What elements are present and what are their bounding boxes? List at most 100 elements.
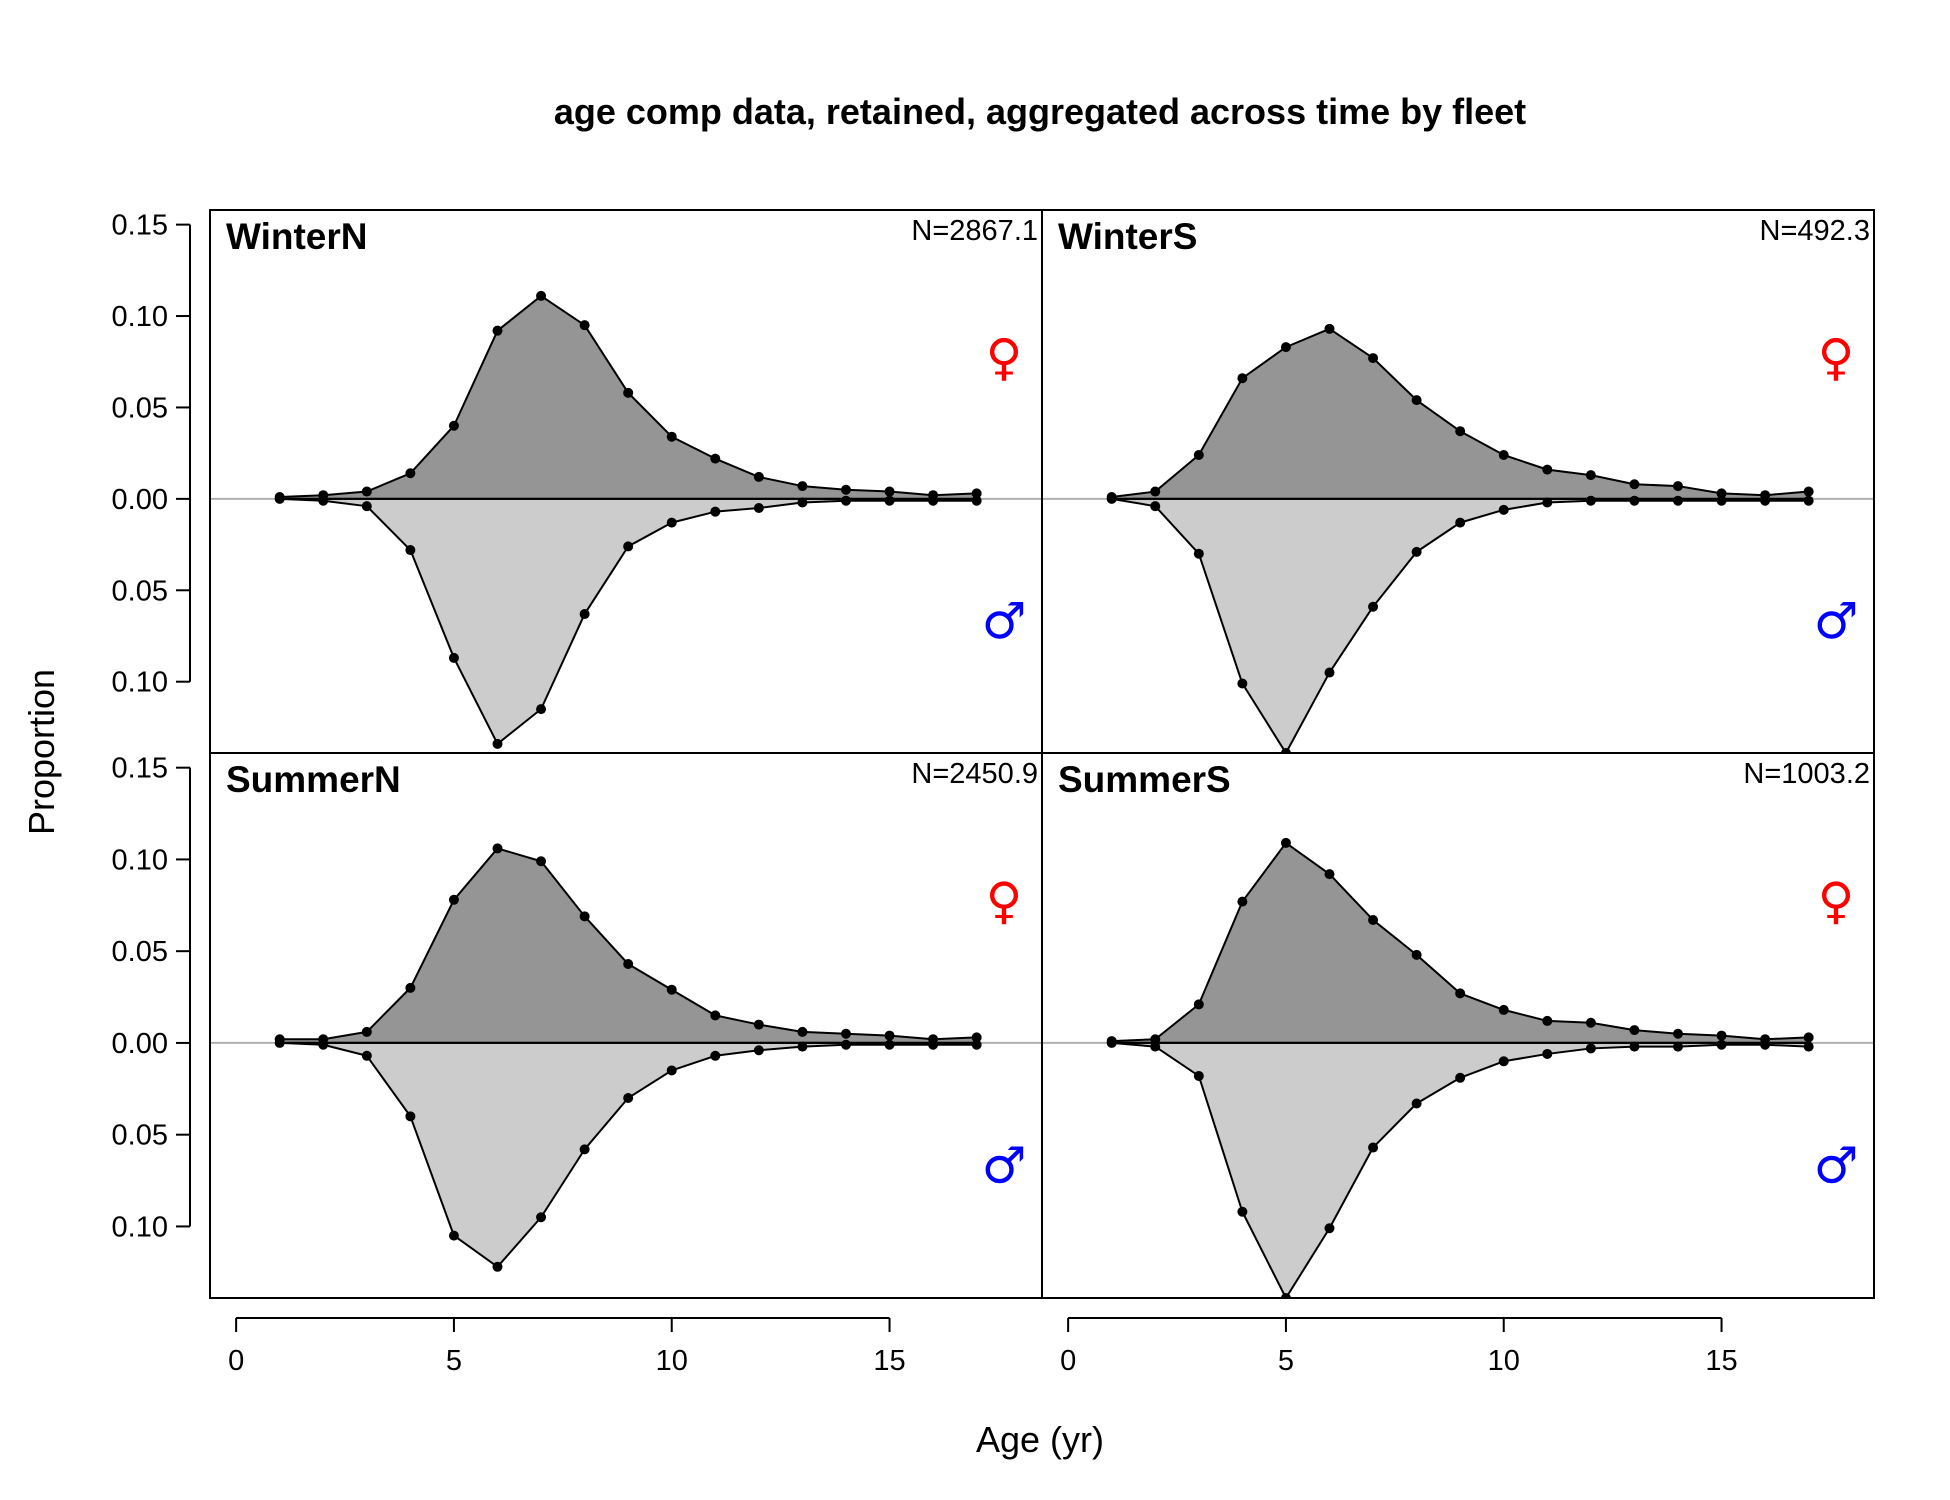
y-tick-label: 0.15 (112, 210, 168, 242)
male-point-age-3 (1193, 548, 1204, 559)
male-point-age-15 (1716, 1039, 1727, 1050)
female-point-age-11 (1542, 464, 1553, 475)
female-symbol: ♀ (986, 329, 1023, 387)
female-point-age-7 (536, 856, 547, 867)
male-symbol: ♂ (1814, 592, 1859, 650)
panel-SummerS: ♀ ♂ SummerS N=1003.2 (1041, 752, 1875, 1299)
y-tick-label: 0.00 (112, 484, 168, 516)
male-point-age-15 (884, 495, 895, 506)
male-point-age-2 (318, 1039, 329, 1050)
panel-title: SummerN (226, 759, 401, 800)
male-point-age-6 (492, 1261, 503, 1272)
male-symbol: ♂ (982, 1136, 1027, 1194)
female-point-age-15 (1716, 488, 1727, 499)
male-point-age-4 (405, 1111, 416, 1122)
panel-WinterN: ♀ ♂ WinterN N=2867.1 (209, 209, 1043, 754)
female-point-age-10 (1498, 1004, 1509, 1015)
female-point-age-14 (1672, 1028, 1683, 1039)
female-point-age-8 (579, 911, 590, 922)
y-tick-label: 0.10 (112, 667, 168, 699)
female-point-age-3 (361, 486, 372, 497)
male-point-age-4 (1237, 1206, 1248, 1217)
panel-title: SummerS (1058, 759, 1231, 800)
male-area (278, 497, 978, 745)
male-point-age-10 (1498, 1056, 1509, 1067)
x-tick-label: 0 (1060, 1345, 1076, 1377)
female-point-age-6 (1324, 869, 1335, 880)
female-point-age-12 (1585, 470, 1596, 481)
x-tick-label: 15 (873, 1345, 905, 1377)
panels-layer: ♀ ♂ WinterN N=2867.1 ♀ ♂ WinterS N=492.3 ♀ ♂ Summe… (209, 209, 1875, 1299)
male-point-age-3 (1193, 1070, 1204, 1081)
female-area (1110, 327, 1810, 500)
sample-size-label: N=1003.2 (1743, 758, 1870, 790)
female-point-age-10 (666, 984, 677, 995)
male-point-age-17 (1803, 1041, 1814, 1052)
female-point-age-7 (1368, 353, 1379, 364)
male-point-age-5 (1280, 1293, 1291, 1298)
sample-size-label: N=492.3 (1760, 215, 1870, 247)
x-tick-label: 15 (1705, 1345, 1737, 1377)
male-point-age-6 (1324, 1223, 1335, 1234)
male-point-age-9 (623, 1092, 634, 1103)
y-axis-row-2: 0.15 0.10 0.05 0.00 0.05 0.10 (112, 753, 191, 1243)
female-point-age-2 (1150, 1034, 1161, 1045)
male-point-age-11 (1542, 497, 1553, 508)
female-point-age-5 (1280, 837, 1291, 848)
female-point-age-9 (623, 387, 634, 398)
female-point-age-17 (971, 1032, 982, 1043)
male-point-age-11 (1542, 1048, 1553, 1059)
male-area (1110, 497, 1810, 753)
female-point-age-4 (405, 982, 416, 993)
male-point-age-10 (666, 517, 677, 528)
female-point-age-12 (753, 1019, 764, 1030)
male-point-age-10 (1498, 504, 1509, 515)
axes-layer: 0.15 0.10 0.05 0.00 0.05 0.10 0.15 0.10 0.05 0.00… (112, 210, 1738, 1377)
x-tick-label: 10 (1488, 1345, 1520, 1377)
female-point-age-14 (840, 1028, 851, 1039)
male-point-age-9 (623, 541, 634, 552)
female-point-age-8 (579, 320, 590, 331)
male-point-age-4 (405, 545, 416, 556)
female-point-age-17 (971, 488, 982, 499)
y-tick-label: 0.10 (112, 1211, 168, 1243)
female-point-age-15 (1716, 1030, 1727, 1041)
male-point-age-16 (928, 495, 939, 506)
male-point-age-8 (579, 609, 590, 620)
female-point-age-17 (1803, 486, 1814, 497)
female-point-age-11 (710, 1010, 721, 1021)
female-point-age-15 (884, 486, 895, 497)
y-tick-label: 0.00 (112, 1028, 168, 1060)
y-tick-label: 0.10 (112, 844, 168, 876)
female-point-age-3 (361, 1026, 372, 1037)
female-area (1110, 841, 1810, 1044)
panel-frame (1041, 752, 1875, 1299)
male-point-age-14 (840, 495, 851, 506)
female-point-age-6 (1324, 323, 1335, 334)
chart-title: age comp data, retained, aggregated acro… (554, 91, 1526, 132)
male-point-age-17 (971, 495, 982, 506)
male-point-age-12 (753, 503, 764, 514)
panel-WinterS: ♀ ♂ WinterS N=492.3 (1041, 209, 1875, 754)
male-point-age-11 (710, 1050, 721, 1061)
male-point-age-5 (448, 652, 459, 663)
y-axis-row-1: 0.15 0.10 0.05 0.00 0.05 0.10 (112, 210, 191, 699)
female-area (278, 847, 978, 1044)
sample-size-label: N=2867.1 (911, 215, 1038, 247)
male-point-age-15 (884, 1039, 895, 1050)
male-point-age-7 (1368, 1142, 1379, 1153)
female-point-age-4 (1237, 373, 1248, 384)
x-tick-label: 5 (446, 1345, 462, 1377)
x-tick-label: 0 (228, 1345, 244, 1377)
x-axis-label: Age (yr) (976, 1419, 1104, 1460)
male-point-age-8 (1411, 546, 1422, 557)
female-point-age-4 (405, 468, 416, 479)
female-point-age-9 (1455, 426, 1466, 437)
x-axis-col-2: 0 5 10 15 (1060, 1317, 1738, 1377)
female-symbol: ♀ (1818, 872, 1855, 930)
female-point-age-13 (797, 481, 808, 492)
female-point-age-5 (1280, 342, 1291, 353)
male-area (278, 1041, 978, 1268)
y-tick-label: 0.05 (112, 1120, 168, 1152)
